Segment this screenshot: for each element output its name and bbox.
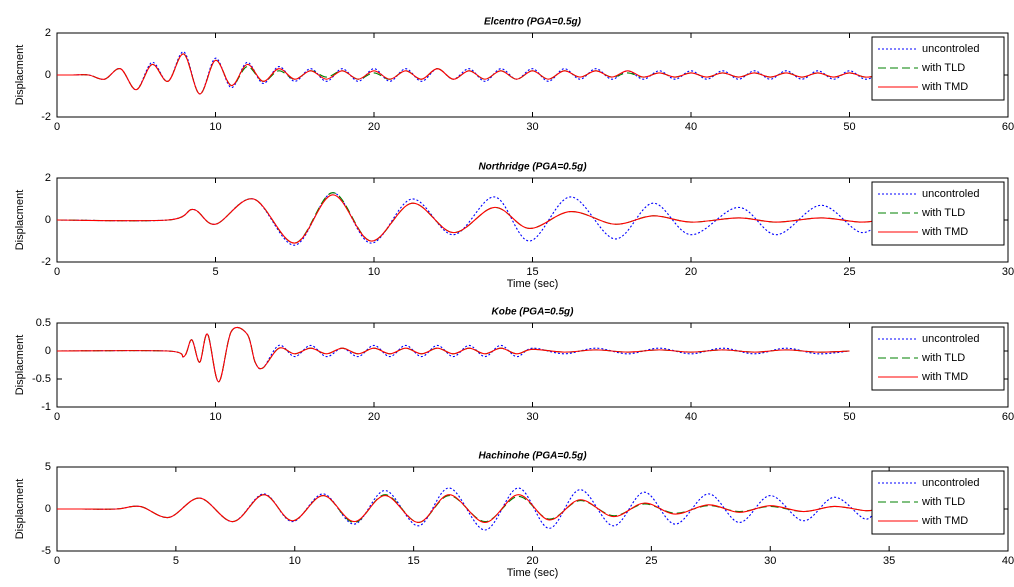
x-tick-label: 15 [408, 555, 420, 567]
series-line [57, 494, 878, 523]
x-tick-label: 40 [1002, 555, 1014, 567]
legend-label: uncontroled [922, 188, 980, 200]
x-tick-label: 60 [1002, 121, 1014, 133]
x-tick-label: 30 [526, 411, 538, 423]
legend-label: with TMD [921, 81, 968, 93]
legend-label: uncontroled [922, 333, 980, 345]
x-tick-label: 10 [368, 266, 380, 278]
x-tick-label: 0 [54, 555, 60, 567]
series-line [57, 326, 850, 383]
legend-label: with TMD [921, 371, 968, 383]
x-tick-label: 0 [54, 266, 60, 278]
x-tick-label: 40 [685, 411, 697, 423]
x-tick-label: 20 [526, 555, 538, 567]
legend-label: uncontroled [922, 43, 980, 55]
y-tick-label: 2 [45, 172, 51, 184]
plot-area [56, 177, 1009, 263]
legend-label: with TMD [921, 226, 968, 238]
x-tick-label: 35 [883, 555, 895, 567]
x-axis-label: Time (sec) [507, 278, 559, 290]
x-tick-label: 25 [645, 555, 657, 567]
y-tick-label: 0 [45, 69, 51, 81]
x-tick-label: 15 [526, 266, 538, 278]
y-axis-label: Displacment [14, 45, 26, 106]
x-tick-label: 20 [685, 266, 697, 278]
plot-area [56, 466, 1009, 552]
legend-label: with TLD [921, 352, 965, 364]
x-tick-label: 20 [368, 121, 380, 133]
series-line [57, 53, 882, 95]
y-tick-label: -1 [41, 401, 51, 413]
y-tick-label: -5 [41, 545, 51, 557]
legend-label: with TLD [921, 207, 965, 219]
plot-area [56, 322, 1009, 408]
legend-label: with TMD [921, 515, 968, 527]
legend-label: with TLD [921, 62, 965, 74]
x-tick-label: 40 [685, 121, 697, 133]
y-tick-label: 5 [45, 461, 51, 473]
chart-title: Hachinohe (PGA=0.5g) [478, 451, 587, 462]
y-tick-label: -2 [41, 256, 51, 268]
x-tick-label: 5 [173, 555, 179, 567]
x-tick-label: 30 [1002, 266, 1014, 278]
x-tick-label: 10 [209, 121, 221, 133]
x-tick-label: 30 [764, 555, 776, 567]
y-tick-label: -0.5 [32, 373, 51, 385]
plot-area [56, 32, 1009, 118]
x-tick-label: 10 [289, 555, 301, 567]
y-tick-label: -2 [41, 111, 51, 123]
y-axis-label: Displacment [14, 335, 26, 396]
legend-label: with TLD [921, 496, 965, 508]
legend-label: uncontroled [922, 477, 980, 489]
y-tick-label: 0.5 [36, 317, 51, 329]
y-tick-label: 0 [45, 345, 51, 357]
x-tick-label: 25 [843, 266, 855, 278]
series-line [57, 326, 850, 383]
x-tick-label: 0 [54, 411, 60, 423]
y-tick-label: 0 [45, 503, 51, 515]
series-line [57, 194, 891, 244]
x-tick-label: 0 [54, 121, 60, 133]
chart-title: Elcentro (PGA=0.5g) [484, 17, 582, 28]
series-line [57, 487, 878, 531]
chart-title: Northridge (PGA=0.5g) [478, 162, 587, 173]
x-tick-label: 5 [212, 266, 218, 278]
y-tick-label: 0 [45, 214, 51, 226]
y-tick-label: 2 [45, 27, 51, 39]
x-tick-label: 50 [843, 121, 855, 133]
x-tick-label: 50 [843, 411, 855, 423]
x-tick-label: 20 [368, 411, 380, 423]
x-tick-label: 10 [209, 411, 221, 423]
series-line [57, 192, 892, 246]
x-axis-label: Time (sec) [507, 567, 559, 579]
x-tick-label: 60 [1002, 411, 1014, 423]
chart-title: Kobe (PGA=0.5g) [492, 307, 575, 318]
x-tick-label: 30 [526, 121, 538, 133]
y-axis-label: Displacment [14, 190, 26, 251]
y-axis-label: Displacment [14, 479, 26, 540]
